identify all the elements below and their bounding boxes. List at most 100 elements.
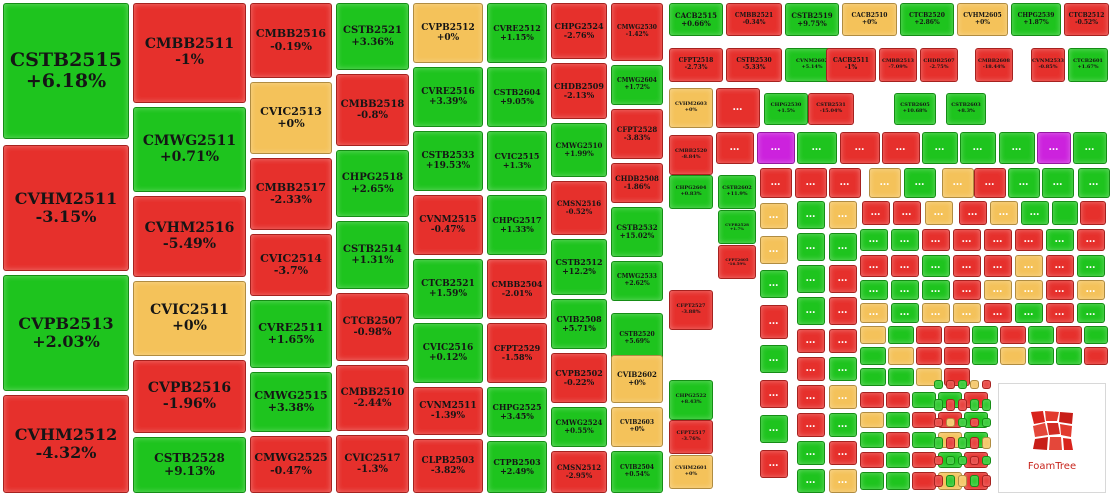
treemap-tile-cvhm2601[interactable]: CVHM2601 +0% — [669, 455, 713, 489]
treemap-tile-cmwg2515[interactable]: CMWG2515 +3.38% — [250, 372, 332, 432]
treemap-tile-tiny[interactable] — [934, 399, 943, 411]
treemap-tile-collapsed[interactable] — [1056, 326, 1082, 344]
treemap-tile-tiny[interactable] — [934, 475, 943, 487]
treemap-tile-cstb2603[interactable]: CSTB2603 +8.3% — [946, 93, 986, 125]
treemap-tile-collapsed[interactable]: … — [829, 201, 857, 229]
treemap-tile-cstb2533[interactable]: CSTB2533 +19.53% — [413, 131, 483, 191]
treemap-tile-collapsed[interactable] — [912, 392, 936, 408]
treemap-tile-cvre2516[interactable]: CVRE2516 +3.39% — [413, 67, 483, 127]
treemap-tile-collapsed[interactable]: … — [960, 132, 996, 164]
treemap-tile-cvib2504[interactable]: CVIB2504 +0.54% — [611, 451, 663, 493]
treemap-tile-cfpt2528[interactable]: CFPT2528 -3.83% — [611, 109, 663, 159]
treemap-tile-collapsed[interactable]: … — [760, 168, 792, 198]
treemap-tile-collapsed[interactable]: … — [974, 168, 1006, 198]
treemap-tile-collapsed[interactable]: … — [922, 229, 950, 251]
treemap-tile-collapsed[interactable]: … — [1037, 132, 1071, 164]
treemap-tile-ctcb2601[interactable]: CTCB2601 +1.67% — [1068, 48, 1108, 82]
treemap-tile-cacb2510[interactable]: CACB2510 +0% — [842, 3, 897, 36]
treemap-tile-collapsed[interactable] — [1028, 347, 1054, 365]
treemap-tile-cstb2531[interactable]: CSTB2531 -15.04% — [808, 93, 854, 125]
treemap-tile-collapsed[interactable]: … — [869, 168, 901, 198]
treemap-tile-tiny[interactable] — [946, 418, 955, 427]
treemap-tile-cvnm2515[interactable]: CVNM2515 -0.47% — [413, 195, 483, 255]
treemap-tile-collapsed[interactable]: … — [797, 132, 837, 164]
treemap-tile-cmwg2524[interactable]: CMWG2524 +0.55% — [551, 407, 607, 447]
treemap-tile-collapsed[interactable]: … — [999, 132, 1035, 164]
treemap-tile-cmwg2604[interactable]: CMWG2604 +1.72% — [611, 65, 663, 105]
treemap-tile-collapsed[interactable] — [888, 326, 914, 344]
treemap-tile-collapsed[interactable] — [1084, 326, 1108, 344]
treemap-tile-collapsed[interactable] — [860, 347, 886, 365]
treemap-tile-collapsed[interactable]: … — [1077, 303, 1105, 323]
treemap-tile-chdb2508[interactable]: CHDB2508 -1.86% — [611, 163, 663, 203]
treemap-tile-collapsed[interactable]: … — [760, 415, 788, 443]
treemap-tile-collapsed[interactable] — [916, 347, 942, 365]
treemap-tile-collapsed[interactable] — [860, 392, 884, 408]
treemap-tile-collapsed[interactable]: … — [797, 357, 825, 381]
treemap-tile-collapsed[interactable] — [912, 452, 936, 468]
treemap-tile-cvhm2511[interactable]: CVHM2511 -3.15% — [3, 145, 129, 271]
treemap-tile-collapsed[interactable]: … — [760, 345, 788, 373]
treemap-tile-cvpb2513[interactable]: CVPB2513 +2.03% — [3, 275, 129, 391]
treemap-tile-tiny[interactable] — [934, 418, 943, 427]
treemap-tile-collapsed[interactable]: … — [891, 303, 919, 323]
treemap-tile-cstb2605[interactable]: CSTB2605 +10.68% — [894, 93, 936, 125]
treemap-tile-cvpb2512[interactable]: CVPB2512 +0% — [413, 3, 483, 63]
treemap-tile-cvre2511[interactable]: CVRE2511 +1.65% — [250, 300, 332, 368]
treemap-tile-collapsed[interactable]: … — [757, 132, 795, 164]
treemap-tile-collapsed[interactable]: … — [1015, 255, 1043, 277]
treemap-tile-chpg2604[interactable]: CHPG2604 +0.83% — [669, 175, 713, 209]
treemap-tile-cvpb2516[interactable]: CVPB2516 -1.96% — [133, 360, 246, 433]
treemap-tile-collapsed[interactable]: … — [990, 201, 1018, 225]
treemap-tile-tiny[interactable] — [958, 399, 967, 411]
treemap-tile-cvnm2511[interactable]: CVNM2511 -1.39% — [413, 387, 483, 435]
treemap-tile-tiny[interactable] — [934, 380, 943, 389]
treemap-tile-tiny[interactable] — [982, 456, 991, 465]
treemap-tile-chpg2517[interactable]: CHPG2517 +1.33% — [487, 195, 547, 255]
treemap-tile-ctcb2520[interactable]: CTCB2520 +2.86% — [900, 3, 954, 36]
treemap-tile-collapsed[interactable]: … — [860, 303, 888, 323]
treemap-tile-cstb2530[interactable]: CSTB2530 -5.33% — [726, 48, 782, 82]
treemap-tile-collapsed[interactable]: … — [797, 265, 825, 293]
treemap-tile-collapsed[interactable] — [886, 432, 910, 448]
treemap-tile-cmsn2516[interactable]: CMSN2516 -0.52% — [551, 181, 607, 235]
treemap-tile-cvic2516[interactable]: CVIC2516 +0.12% — [413, 323, 483, 383]
treemap-tile-tiny[interactable] — [970, 475, 979, 487]
treemap-tile-cstb2519[interactable]: CSTB2519 +9.75% — [785, 3, 839, 36]
treemap-tile-cmsn2512[interactable]: CMSN2512 -2.95% — [551, 451, 607, 493]
treemap-tile-cmwg2533[interactable]: CMWG2533 +2.62% — [611, 261, 663, 301]
treemap-tile-collapsed[interactable]: … — [1077, 255, 1105, 277]
treemap-tile-tiny[interactable] — [958, 418, 967, 427]
treemap-tile-cstb2528[interactable]: CSTB2528 +9.13% — [133, 437, 246, 493]
treemap-tile-cmwg2511[interactable]: CMWG2511 +0.71% — [133, 107, 246, 192]
treemap-tile-cstb2515[interactable]: CSTB2515 +6.18% — [3, 3, 129, 139]
treemap-tile-collapsed[interactable]: … — [893, 201, 921, 225]
treemap-tile-collapsed[interactable]: … — [797, 385, 825, 409]
treemap-tile-tiny[interactable] — [958, 437, 967, 449]
treemap-tile-collapsed[interactable]: … — [797, 297, 825, 325]
treemap-tile-collapsed[interactable] — [860, 472, 884, 490]
treemap-tile-collapsed[interactable] — [912, 432, 936, 448]
treemap-tile-collapsed[interactable] — [1084, 347, 1108, 365]
treemap-tile-chpg2525[interactable]: CHPG2525 +3.45% — [487, 387, 547, 437]
treemap-tile-collapsed[interactable] — [944, 347, 970, 365]
treemap-tile-chpg2518[interactable]: CHPG2518 +2.65% — [336, 150, 409, 217]
treemap-tile-cvib2508[interactable]: CVIB2508 +5.71% — [551, 299, 607, 349]
treemap-tile-cstb2602[interactable]: CSTB2602 +11.9% — [718, 175, 756, 209]
treemap-tile-collapsed[interactable]: … — [922, 303, 950, 323]
treemap-tile-collapsed[interactable] — [886, 412, 910, 428]
treemap-tile-cvib2603[interactable]: CVIB2603 +0% — [611, 407, 663, 447]
treemap-tile-collapsed[interactable]: … — [953, 229, 981, 251]
treemap-tile-collapsed[interactable] — [912, 412, 936, 428]
treemap-tile-tiny[interactable] — [958, 380, 967, 389]
treemap-tile-cmbb2504[interactable]: CMBB2504 -2.01% — [487, 259, 547, 319]
treemap-tile-collapsed[interactable] — [860, 368, 886, 386]
treemap-tile-cvnm2533[interactable]: CVNM2533 -0.85% — [1031, 48, 1065, 82]
treemap-tile-collapsed[interactable]: … — [984, 229, 1012, 251]
treemap-tile-collapsed[interactable]: … — [760, 305, 788, 339]
treemap-tile-cstb2512[interactable]: CSTB2512 +12.2% — [551, 239, 607, 295]
treemap-tile-cstb2521[interactable]: CSTB2521 +3.36% — [336, 3, 409, 70]
treemap-tile-tiny[interactable] — [934, 456, 943, 465]
treemap-tile-collapsed[interactable]: … — [904, 168, 936, 198]
treemap-tile-cfpt2605[interactable]: CFPT2605 -16.59% — [718, 245, 756, 279]
